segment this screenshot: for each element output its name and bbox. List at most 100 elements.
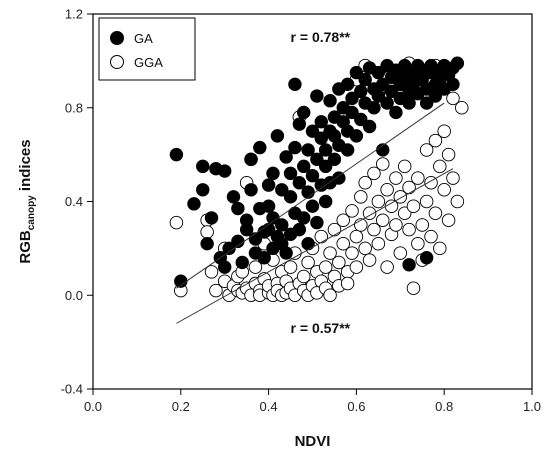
ga-point: [371, 65, 386, 80]
ga-fit-line: [176, 102, 445, 289]
gga-point: [323, 246, 337, 260]
x-tick-label: 0.0: [84, 399, 102, 414]
gga-point: [419, 143, 434, 157]
y-tick-label: 0.8: [65, 100, 83, 115]
ga-point: [253, 140, 267, 155]
gga-point: [362, 253, 377, 267]
ga-point: [305, 124, 320, 138]
y-axis-title-tail: indices: [17, 139, 34, 195]
correlation-annotation-ga: r = 0.78**: [291, 29, 351, 45]
gga-point: [415, 218, 430, 232]
gga-point: [397, 159, 412, 174]
ga-point: [283, 190, 298, 204]
gga-point: [336, 236, 350, 251]
ga-point: [217, 164, 232, 178]
gga-point: [441, 213, 456, 227]
ga-point: [314, 131, 328, 145]
ga-point: [402, 258, 416, 272]
y-axis-title-main: RGB: [17, 230, 34, 264]
gga-point: [406, 199, 421, 213]
ga-point: [310, 89, 324, 103]
ga-point: [340, 77, 355, 92]
ga-point: [266, 166, 280, 181]
gga-point: [318, 260, 333, 274]
x-axis-title: NDVI: [295, 433, 331, 450]
ga-point: [419, 96, 434, 110]
y-tick-label: -0.4: [61, 382, 83, 397]
x-axis-ticks: 0.0 0.2 0.4 0.6 0.8 1.0: [84, 389, 541, 414]
gga-point: [314, 229, 329, 244]
gga-point: [349, 260, 364, 274]
regression-lines: [176, 102, 454, 324]
ga-point: [297, 105, 311, 120]
ga-point: [340, 143, 355, 157]
ga-point: [288, 140, 302, 155]
ga-point: [323, 94, 337, 108]
gga-point: [362, 206, 377, 220]
ga-point: [389, 105, 403, 120]
ga-point: [244, 183, 258, 197]
ga-point: [327, 152, 342, 167]
y-tick-label: 0.0: [65, 288, 83, 303]
ga-point: [354, 84, 368, 99]
ga-point: [450, 56, 465, 70]
gga-point: [358, 241, 372, 256]
gga-point: [446, 171, 460, 185]
ga-point: [196, 159, 210, 174]
ga-point: [261, 178, 276, 192]
gga-point: [380, 183, 394, 197]
ga-point: [204, 211, 219, 225]
ga-point: [261, 199, 276, 213]
ga-point: [384, 84, 399, 99]
gga-point: [389, 218, 403, 232]
x-tick-label: 0.2: [172, 399, 190, 414]
gga-point: [375, 213, 390, 227]
ga-point: [301, 143, 315, 157]
ga-point: [380, 96, 394, 110]
gga-point: [367, 222, 381, 237]
y-axis-title-subscript: canopy: [26, 195, 37, 230]
ga-point: [297, 159, 311, 174]
ga-point: [288, 77, 302, 92]
ga-point: [292, 222, 307, 237]
ga-point: [358, 72, 372, 87]
ga-point: [376, 77, 390, 92]
gga-point: [411, 236, 425, 251]
gga-point: [393, 246, 408, 260]
gga-point: [345, 246, 359, 260]
ga-point: [226, 190, 241, 204]
gga-point: [371, 236, 386, 251]
ga-point: [275, 218, 289, 232]
gga-point: [336, 213, 350, 227]
ga-point: [187, 197, 201, 211]
ga-point: [310, 152, 324, 167]
gga-point: [345, 204, 359, 218]
ga-point: [222, 241, 236, 256]
ga-point: [292, 117, 307, 131]
ga-point: [239, 222, 254, 237]
ga-point: [349, 129, 364, 143]
ga-point: [428, 89, 443, 103]
gga-point: [358, 175, 372, 190]
ga-point: [169, 147, 184, 162]
gga-point: [424, 229, 438, 244]
gga-point: [446, 91, 460, 106]
ga-point: [345, 91, 359, 106]
gga-point: [323, 288, 337, 303]
ga-point: [367, 101, 381, 115]
gga-point: [209, 283, 223, 298]
ga-point: [305, 199, 320, 213]
gga-point: [406, 281, 421, 295]
legend-marker-ga: [110, 31, 124, 45]
ga-point: [345, 105, 359, 120]
ga-point: [371, 89, 386, 103]
gga-fit-line: [176, 168, 454, 324]
x-tick-label: 0.4: [260, 399, 278, 414]
gga-point: [450, 194, 465, 209]
gga-point: [367, 166, 381, 181]
gga-point: [283, 260, 298, 274]
ga-point: [244, 152, 258, 167]
ga-point: [314, 115, 328, 129]
ga-point: [354, 112, 368, 127]
gga-point: [397, 206, 412, 220]
